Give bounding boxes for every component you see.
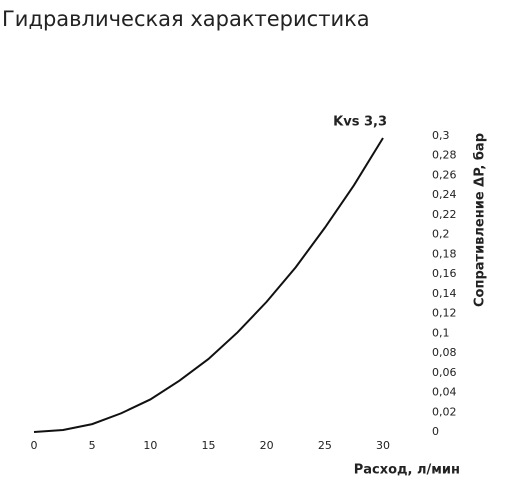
y-tick-label: 0,1 (432, 326, 450, 339)
y-tick-label: 0,16 (432, 267, 457, 280)
y-tick-label: 0,2 (432, 228, 450, 241)
y-tick-label: 0,24 (432, 188, 457, 201)
chart-title: Гидравлическая характеристика (2, 7, 370, 31)
y-tick-label: 0 (432, 425, 439, 438)
y-tick-label: 0,14 (432, 287, 457, 300)
x-axis-label: Расход, л/мин (354, 463, 460, 478)
y-tick-label: 0,06 (432, 366, 457, 379)
series-label: Kvs 3,3 (333, 114, 387, 129)
y-tick-label: 0,28 (432, 149, 457, 162)
y-tick-label: 0,18 (432, 247, 457, 260)
x-tick-label: 25 (318, 439, 332, 452)
y-tick-label: 0,02 (432, 405, 457, 418)
x-tick-label: 5 (89, 439, 96, 452)
y-tick-label: 0,04 (432, 386, 457, 399)
x-tick-label: 0 (31, 439, 38, 452)
y-axis-label: Сопративление ΔP, бар (473, 133, 488, 307)
x-tick-label: 20 (260, 439, 274, 452)
y-tick-label: 0,3 (432, 129, 450, 142)
y-tick-label: 0,08 (432, 346, 457, 359)
line-series (33, 137, 384, 433)
y-tick-label: 0,12 (432, 307, 457, 320)
x-tick-label: 10 (143, 439, 157, 452)
x-tick-label: 15 (202, 439, 216, 452)
y-tick-label: 0,26 (432, 168, 457, 181)
x-tick-label: 30 (376, 439, 390, 452)
y-tick-label: 0,22 (432, 208, 457, 221)
